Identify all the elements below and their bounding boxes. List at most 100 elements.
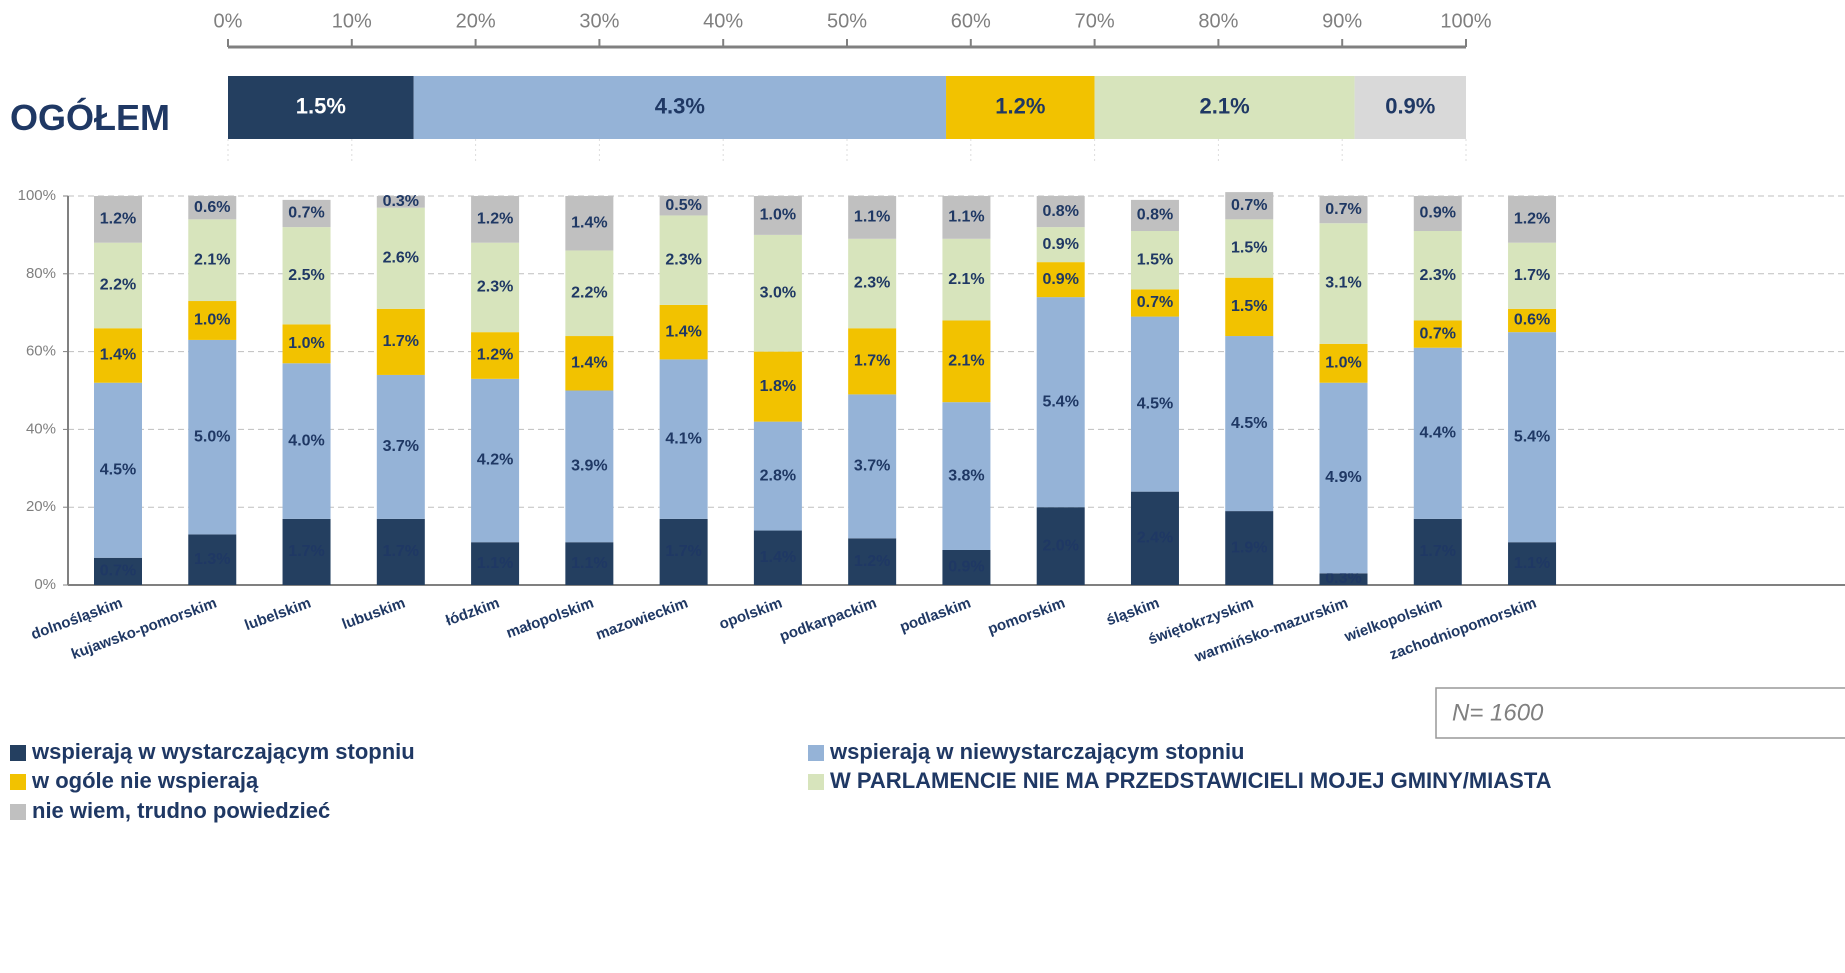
data-label: 0.3% <box>1325 570 1361 587</box>
bar-segment <box>94 557 142 585</box>
bar-segment <box>376 374 425 519</box>
data-label: 0.8% <box>1137 207 1173 224</box>
data-label: 0.3% <box>383 193 419 210</box>
data-label: 4.2% <box>477 452 513 469</box>
data-label: 0.8% <box>1042 203 1078 220</box>
data-label: 1.7% <box>665 543 701 560</box>
data-label: 4.3% <box>655 93 705 118</box>
data-label: 1.1% <box>1514 555 1550 572</box>
bar-segment <box>659 359 708 519</box>
bar-segment <box>942 549 991 585</box>
bar-segment <box>1130 289 1179 317</box>
bar-segment <box>471 196 520 243</box>
data-label: 1.7% <box>854 353 890 370</box>
bar-segment <box>753 196 802 235</box>
bar-segment <box>1413 347 1462 519</box>
data-label: 2.2% <box>571 284 607 301</box>
data-label: 1.3% <box>194 551 230 568</box>
bar-segment <box>659 215 708 305</box>
data-label: 2.0% <box>1042 537 1078 554</box>
data-label: 2.3% <box>665 251 701 268</box>
data-label: 3.7% <box>854 458 890 475</box>
data-label: 3.1% <box>1325 275 1361 292</box>
x-tick-label: lubuskim <box>340 595 408 634</box>
data-label: 2.5% <box>288 267 324 284</box>
data-label: 2.1% <box>194 251 230 268</box>
annotation: N= 1600 <box>1452 699 1544 726</box>
x-tick-label: 50% <box>827 10 867 32</box>
bar-segment <box>753 234 802 352</box>
bar-segment <box>1354 76 1466 139</box>
bar-segment <box>1319 382 1368 574</box>
bar-segment <box>471 332 520 379</box>
bar-segment <box>1225 336 1274 512</box>
bar-segment <box>376 196 425 208</box>
data-label: 1.0% <box>1325 354 1361 371</box>
bar-segment <box>659 518 708 585</box>
note-box <box>1435 687 1845 739</box>
bar-segment <box>848 238 897 329</box>
data-label: 0.9% <box>1385 93 1435 118</box>
bar-segment <box>1319 196 1368 224</box>
bar-segment <box>471 378 520 543</box>
data-label: 0.7% <box>1137 294 1173 311</box>
x-tick-label: małopolskim <box>504 595 596 642</box>
bar-segment <box>94 328 142 383</box>
bar-segment <box>753 421 802 531</box>
bar-segment <box>1130 199 1179 232</box>
bar-segment <box>376 308 425 375</box>
data-label: 4.5% <box>100 461 136 478</box>
bar-segment <box>1508 332 1557 543</box>
bar-segment <box>1094 76 1355 139</box>
data-label: 1.2% <box>854 553 890 570</box>
data-label: 2.3% <box>477 279 513 296</box>
bar-segment <box>848 328 897 395</box>
data-label: 1.7% <box>1420 543 1456 560</box>
bar-segment <box>1508 196 1557 243</box>
data-label: 0.6% <box>194 199 230 216</box>
bar-segment <box>228 76 414 139</box>
data-label: 1.1% <box>571 555 607 572</box>
x-tick-label: opolskim <box>717 595 785 634</box>
bar-segment <box>1036 227 1085 263</box>
bar-segment <box>282 227 331 325</box>
data-label: 1.2% <box>100 211 136 228</box>
bar-segment <box>942 196 991 239</box>
y-tick-label: 80% <box>26 265 56 282</box>
bar-segment <box>1508 308 1557 333</box>
data-label: 1.5% <box>1137 251 1173 268</box>
data-label: 1.2% <box>477 211 513 228</box>
data-label: 1.4% <box>760 549 796 566</box>
data-label: 1.0% <box>760 207 796 224</box>
data-label: 5.0% <box>194 428 230 445</box>
data-label: 1.1% <box>948 209 984 226</box>
data-label: 4.1% <box>665 430 701 447</box>
data-label: 0.7% <box>1231 197 1267 214</box>
data-label: 3.0% <box>760 284 796 301</box>
legend-label: w ogóle nie wspierają <box>31 768 259 793</box>
data-label: 1.9% <box>1231 539 1267 556</box>
bar-segment <box>848 538 897 585</box>
data-label: 1.0% <box>288 335 324 352</box>
x-tick-label: 90% <box>1322 10 1362 32</box>
bar-segment <box>1508 542 1557 585</box>
bar-segment <box>1130 491 1179 585</box>
bar-segment <box>188 339 237 535</box>
bar-segment <box>942 238 991 321</box>
bar-segment <box>1413 196 1462 232</box>
data-label: 4.0% <box>288 432 324 449</box>
bar-segment <box>282 363 331 519</box>
data-label: 1.7% <box>288 543 324 560</box>
legend-label: wspierają w wystarczającym stopniu <box>31 739 415 764</box>
bar-segment <box>1413 231 1462 321</box>
data-label: 3.8% <box>948 467 984 484</box>
data-label: 1.5% <box>1231 298 1267 315</box>
x-tick-label: 30% <box>579 10 619 32</box>
bar-segment <box>1130 316 1179 492</box>
bar-segment <box>1036 262 1085 298</box>
data-label: 2.3% <box>854 275 890 292</box>
bar-segment <box>565 390 614 543</box>
data-label: 2.1% <box>1200 93 1250 118</box>
x-tick-label: pomorskim <box>986 595 1068 639</box>
bar-segment <box>1130 231 1179 290</box>
